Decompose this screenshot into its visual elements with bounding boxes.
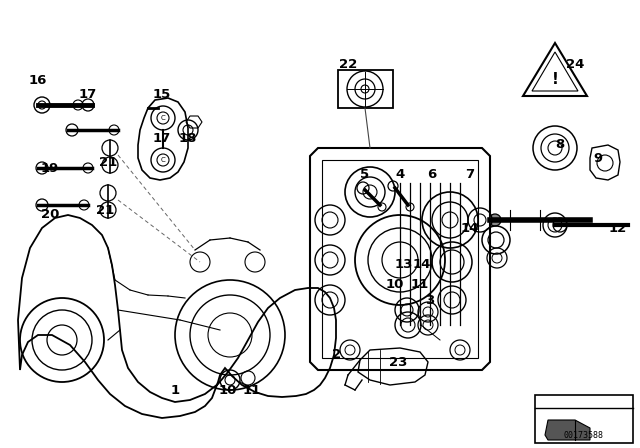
Text: 19: 19 [41, 161, 59, 175]
Text: 24: 24 [566, 59, 584, 72]
Text: 3: 3 [426, 293, 435, 306]
Text: 14: 14 [461, 221, 479, 234]
Text: 2: 2 [332, 349, 342, 362]
Text: 10: 10 [219, 383, 237, 396]
Text: 17: 17 [79, 89, 97, 102]
Bar [338, 70, 393, 108]
Text: 11: 11 [243, 383, 261, 396]
Text: 15: 15 [153, 89, 171, 102]
Text: C: C [161, 157, 165, 163]
Text: !: ! [552, 73, 559, 87]
Text: 5: 5 [360, 168, 369, 181]
Text: 18: 18 [179, 132, 197, 145]
Text: 14: 14 [413, 258, 431, 271]
Text: C: C [161, 115, 165, 121]
Text: 16: 16 [29, 73, 47, 86]
Text: 00173588: 00173588 [564, 431, 604, 440]
Text: 13: 13 [395, 258, 413, 271]
Text: 1: 1 [170, 383, 180, 396]
Text: 23: 23 [389, 356, 407, 369]
Text: 12: 12 [609, 221, 627, 234]
Text: 20: 20 [41, 208, 59, 221]
Text: 6: 6 [428, 168, 436, 181]
Text: 11: 11 [411, 279, 429, 292]
Text: 22: 22 [339, 59, 357, 72]
Text: 21: 21 [96, 203, 114, 216]
Circle shape [489, 214, 501, 226]
Text: 7: 7 [465, 168, 475, 181]
Text: 8: 8 [556, 138, 564, 151]
Bar [535, 395, 633, 443]
Bar [322, 160, 478, 358]
Text: 10: 10 [386, 279, 404, 292]
Text: 4: 4 [396, 168, 404, 181]
Polygon shape [545, 420, 590, 440]
Text: 17: 17 [153, 132, 171, 145]
Text: 9: 9 [593, 151, 603, 164]
Text: 21: 21 [99, 156, 117, 169]
